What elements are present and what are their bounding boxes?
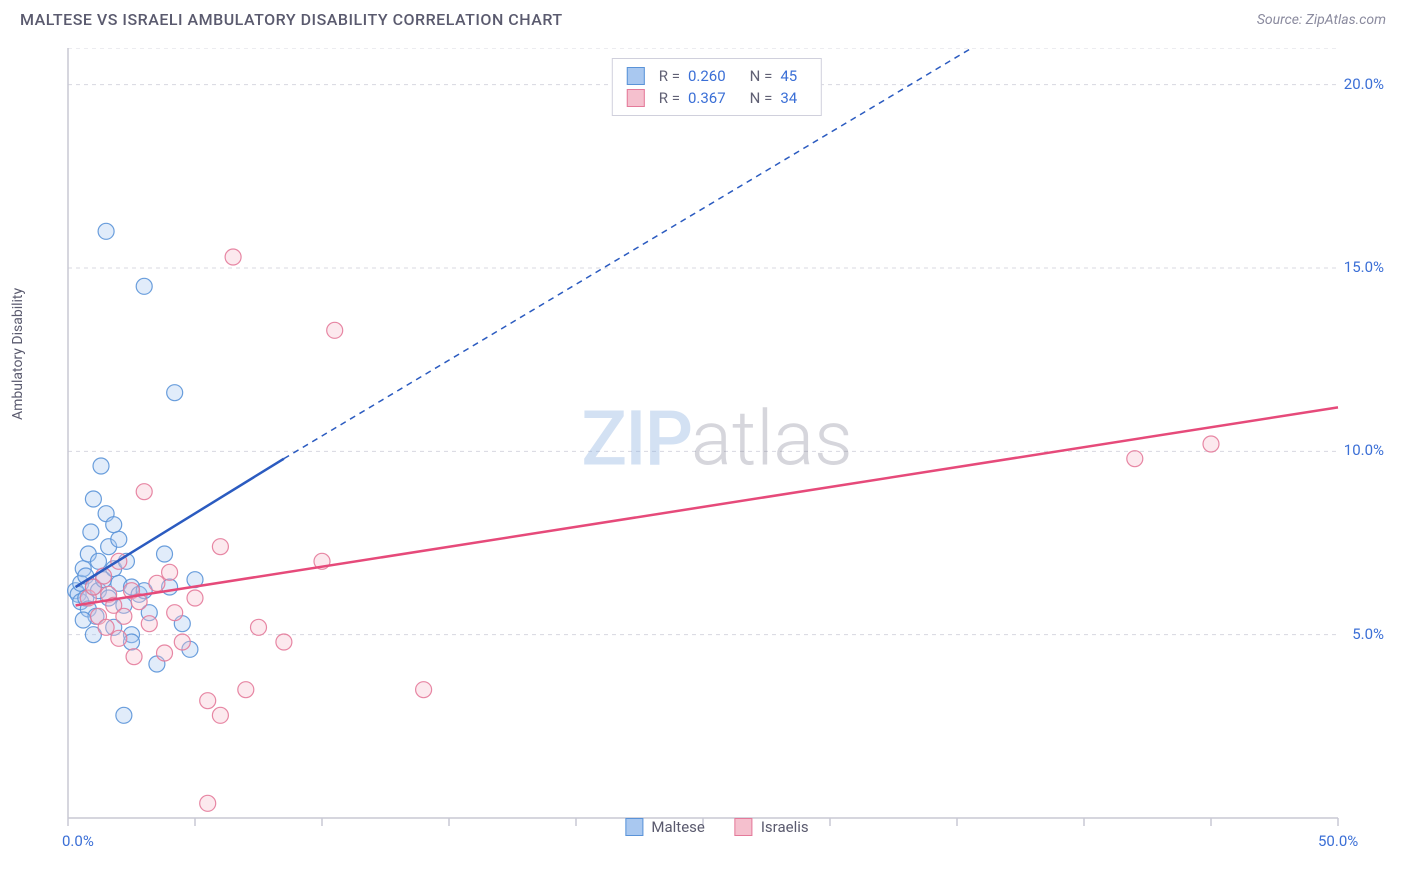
scatter-chart-svg (48, 48, 1386, 838)
r-label: R = (659, 89, 680, 107)
n-value-israelis: 34 (780, 89, 797, 107)
chart-header: MALTESE VS ISRAELI AMBULATORY DISABILITY… (0, 0, 1406, 35)
y-tick-label: 10.0% (1344, 441, 1384, 459)
legend-stats: R = 0.260 N = 45 R = 0.367 N = 34 (612, 58, 822, 116)
n-label: N = (750, 67, 773, 85)
n-label: N = (750, 89, 773, 107)
legend-swatch-israelis (735, 818, 753, 836)
legend-stats-row-0: R = 0.260 N = 45 (627, 65, 807, 87)
legend-swatch-israelis (627, 89, 645, 107)
legend-label-israelis: Israelis (761, 818, 809, 836)
legend-swatch-maltese (627, 67, 645, 85)
r-value-israelis: 0.367 (688, 89, 726, 107)
legend-item-israelis: Israelis (735, 818, 809, 836)
legend-stats-row-1: R = 0.367 N = 34 (627, 87, 807, 109)
r-value-maltese: 0.260 (688, 67, 726, 85)
legend-series: Maltese Israelis (625, 818, 808, 836)
r-label: R = (659, 67, 680, 85)
legend-label-maltese: Maltese (651, 818, 704, 836)
y-tick-label: 15.0% (1344, 258, 1384, 276)
chart-source: Source: ZipAtlas.com (1257, 12, 1386, 28)
x-tick-label: 50.0% (1318, 832, 1358, 850)
chart-title: MALTESE VS ISRAELI AMBULATORY DISABILITY… (20, 10, 563, 29)
y-tick-label: 5.0% (1352, 625, 1384, 643)
legend-item-maltese: Maltese (625, 818, 704, 836)
chart-area: ZIPatlas R = 0.260 N = 45 R = 0.367 N = … (48, 48, 1386, 838)
n-value-maltese: 45 (780, 67, 797, 85)
y-tick-label: 20.0% (1344, 75, 1384, 93)
legend-swatch-maltese (625, 818, 643, 836)
x-tick-label: 0.0% (62, 832, 94, 850)
y-axis-label: Ambulatory Disability (10, 288, 26, 420)
